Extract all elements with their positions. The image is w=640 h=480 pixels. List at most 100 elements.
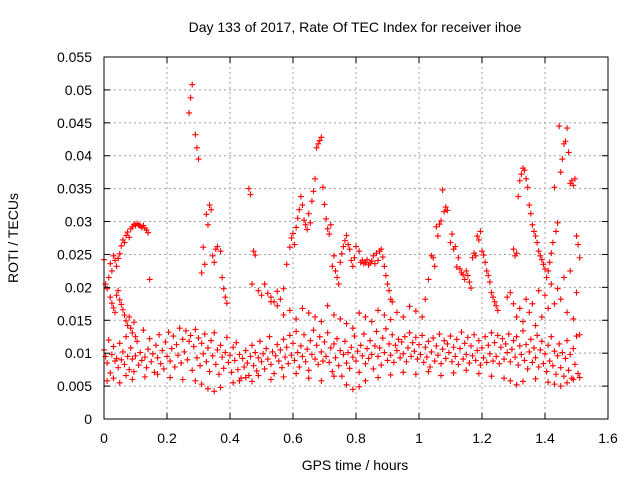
- data-point: [364, 256, 371, 263]
- data-point: [230, 344, 237, 351]
- y-tick-label: 0.015: [57, 312, 92, 328]
- data-point: [310, 327, 317, 334]
- data-point: [121, 312, 128, 319]
- data-point: [104, 360, 111, 367]
- data-point: [449, 358, 456, 365]
- data-point: [343, 320, 350, 327]
- data-point: [368, 318, 375, 325]
- data-point: [186, 338, 193, 345]
- data-point: [146, 335, 153, 342]
- data-point: [124, 229, 131, 236]
- data-point: [242, 374, 249, 381]
- data-point: [208, 337, 215, 344]
- data-point: [562, 355, 569, 362]
- data-point: [118, 301, 125, 308]
- data-point: [223, 300, 230, 307]
- data-point: [108, 267, 115, 274]
- data-point: [447, 239, 454, 246]
- data-point: [401, 333, 408, 340]
- data-point: [280, 312, 287, 319]
- data-point: [482, 333, 489, 340]
- data-point: [450, 369, 457, 376]
- data-point: [179, 376, 186, 383]
- data-point: [123, 333, 130, 340]
- data-point: [326, 231, 333, 238]
- data-point: [321, 338, 328, 345]
- data-point: [571, 175, 578, 182]
- data-point: [211, 388, 218, 395]
- x-tick-label: 1.4: [535, 430, 555, 446]
- data-point: [422, 296, 429, 303]
- y-tick-label: 0.005: [57, 378, 92, 394]
- data-point: [204, 385, 211, 392]
- data-point: [412, 308, 419, 315]
- data-point: [206, 368, 213, 375]
- data-point: [143, 364, 150, 371]
- data-point: [390, 359, 397, 366]
- data-point: [551, 300, 558, 307]
- data-point: [193, 354, 200, 361]
- data-point: [447, 333, 454, 340]
- data-point: [299, 305, 306, 312]
- data-point: [568, 177, 575, 184]
- data-point: [190, 343, 197, 350]
- data-point: [475, 370, 482, 377]
- data-point: [545, 305, 552, 312]
- data-point: [439, 186, 446, 193]
- data-point: [546, 358, 553, 365]
- data-point: [458, 329, 465, 336]
- data-point: [315, 361, 322, 368]
- data-point: [233, 339, 240, 346]
- data-point: [571, 361, 578, 368]
- data-point: [227, 352, 233, 359]
- data-point: [108, 351, 115, 358]
- data-points: [101, 81, 583, 395]
- data-point: [557, 296, 564, 303]
- data-point: [211, 329, 218, 336]
- data-point: [214, 346, 221, 353]
- data-point: [469, 352, 476, 359]
- data-point: [354, 348, 361, 355]
- data-point: [545, 342, 552, 349]
- data-point: [463, 367, 470, 374]
- data-point: [187, 94, 194, 101]
- data-point: [104, 377, 111, 384]
- data-point: [236, 377, 243, 384]
- data-point: [518, 171, 525, 178]
- data-point: [523, 296, 530, 303]
- data-point: [319, 184, 326, 191]
- data-point: [141, 354, 148, 361]
- data-point: [427, 364, 434, 371]
- data-point: [570, 345, 577, 352]
- data-point: [134, 338, 141, 345]
- data-point: [223, 334, 230, 341]
- data-point: [145, 346, 152, 353]
- data-point: [562, 138, 569, 145]
- data-point: [146, 276, 153, 283]
- data-point: [441, 337, 448, 344]
- data-point: [351, 254, 358, 261]
- data-point: [425, 338, 432, 345]
- data-point: [455, 254, 462, 261]
- data-point: [452, 353, 459, 360]
- data-point: [129, 329, 136, 336]
- data-point: [305, 310, 312, 317]
- data-point: [340, 243, 347, 250]
- data-point: [535, 248, 542, 255]
- data-point: [264, 356, 271, 363]
- data-point: [362, 313, 369, 320]
- data-point: [151, 369, 158, 376]
- data-point: [323, 353, 330, 360]
- data-point: [362, 360, 369, 367]
- data-point: [483, 267, 490, 274]
- data-point: [387, 352, 394, 359]
- data-point: [326, 359, 333, 366]
- data-point: [493, 353, 500, 360]
- data-point: [293, 315, 300, 322]
- data-point: [121, 361, 128, 368]
- data-point: [488, 329, 495, 336]
- data-point: [301, 331, 308, 338]
- data-point: [154, 371, 161, 378]
- data-point: [236, 351, 243, 358]
- data-point: [330, 373, 337, 380]
